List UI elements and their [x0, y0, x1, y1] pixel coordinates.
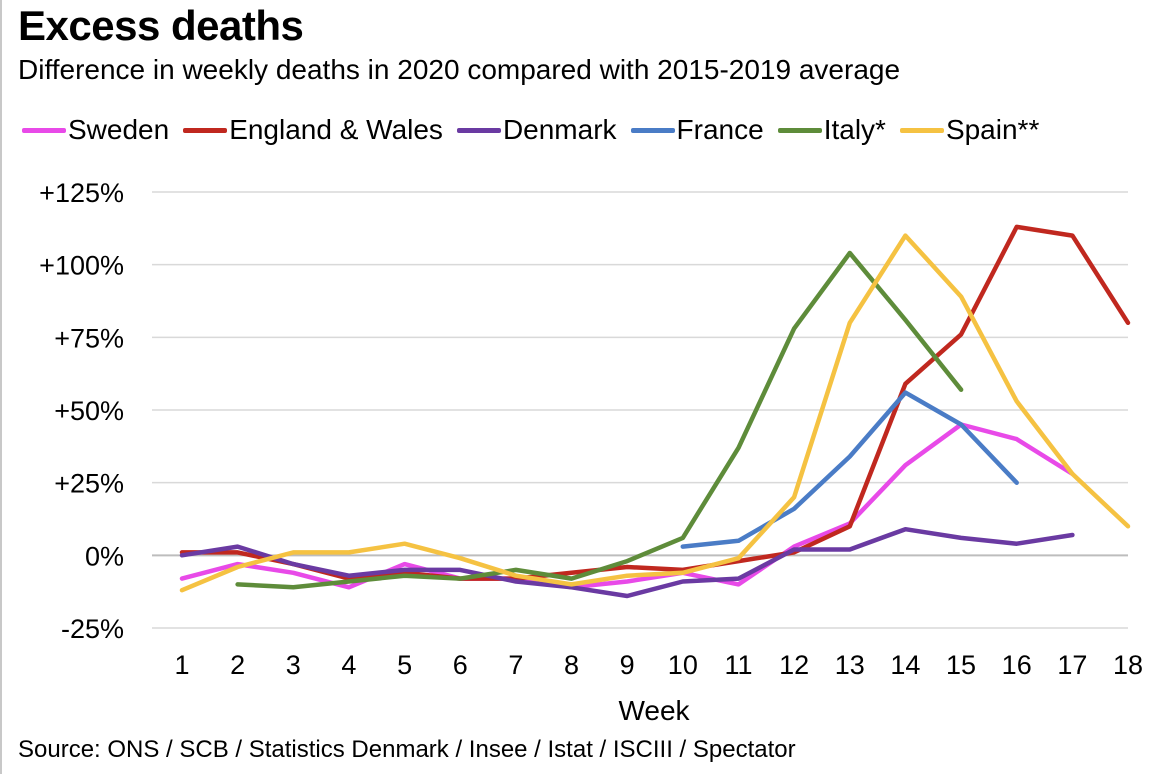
y-tick-label: -25%	[61, 614, 124, 644]
chart-legend: Sweden England & Wales Denmark France Italy*…	[22, 110, 1053, 150]
legend-label: England & Wales	[229, 114, 443, 145]
y-tick-label: +75%	[54, 323, 124, 353]
legend-item: France	[630, 114, 764, 146]
x-tick-label: 15	[946, 650, 976, 680]
x-tick-label: 5	[397, 650, 412, 680]
x-tick-label: 11	[724, 650, 752, 680]
chart-subtitle: Difference in weekly deaths in 2020 comp…	[18, 54, 901, 85]
series-lines	[179, 224, 1131, 599]
legend-label: Sweden	[68, 114, 170, 145]
series-line-france	[680, 390, 1019, 549]
x-tick-label: 12	[779, 650, 809, 680]
y-tick-label: +100%	[39, 251, 124, 281]
series-line-italy	[235, 250, 964, 590]
legend-label: France	[676, 114, 764, 145]
x-tick-label: 18	[1113, 650, 1143, 680]
x-tick-label: 9	[620, 650, 635, 680]
x-axis-label: Week	[618, 695, 690, 726]
legend-item: Denmark	[456, 114, 617, 146]
source-note: Source: ONS / SCB / Statistics Denmark /…	[18, 736, 796, 763]
series-line-england-wales	[179, 224, 1131, 581]
x-tick-label: 6	[453, 650, 468, 680]
legend-item: Italy*	[777, 114, 886, 146]
x-tick-label: 4	[341, 650, 356, 680]
legend-item: England & Wales	[183, 114, 443, 146]
x-tick-label: 16	[1002, 650, 1032, 680]
legend-label: Spain**	[945, 114, 1040, 145]
x-tick-label: 17	[1057, 650, 1087, 680]
x-tick-label: 7	[508, 650, 523, 680]
legend-swatch	[899, 127, 944, 133]
legend-label: Italy*	[823, 114, 886, 145]
series-line-denmark	[179, 526, 1075, 599]
legend-label: Denmark	[502, 114, 617, 145]
x-tick-label: 10	[668, 650, 698, 680]
legend-swatch	[22, 127, 66, 133]
y-tick-label: +125%	[39, 178, 124, 208]
gridlines	[152, 191, 1128, 629]
y-tick-label: +50%	[54, 396, 124, 426]
legend-swatch	[456, 127, 501, 133]
x-axis-ticks: 1 2 3 4 5 6 7 8 9 10 11 12 13 14 15 16 17 18	[174, 650, 1143, 680]
legend-swatch	[183, 127, 228, 133]
x-tick-label: 1	[174, 650, 189, 680]
y-tick-label: 0%	[85, 541, 124, 571]
chart-title: Excess deaths	[18, 2, 304, 49]
y-tick-label: +25%	[54, 469, 124, 499]
legend-swatch	[630, 127, 675, 133]
x-tick-label: 14	[890, 650, 920, 680]
x-tick-label: 8	[564, 650, 579, 680]
y-axis-ticks: -25% 0% +25% +50% +75% +100% +125%	[39, 178, 124, 644]
series-line-spain	[179, 233, 1131, 593]
x-tick-label: 2	[230, 650, 245, 680]
legend-item: Spain**	[899, 114, 1040, 146]
legend-swatch	[777, 127, 822, 133]
x-tick-label: 13	[835, 650, 865, 680]
legend-item: Sweden	[22, 114, 169, 146]
x-tick-label: 3	[286, 650, 301, 680]
